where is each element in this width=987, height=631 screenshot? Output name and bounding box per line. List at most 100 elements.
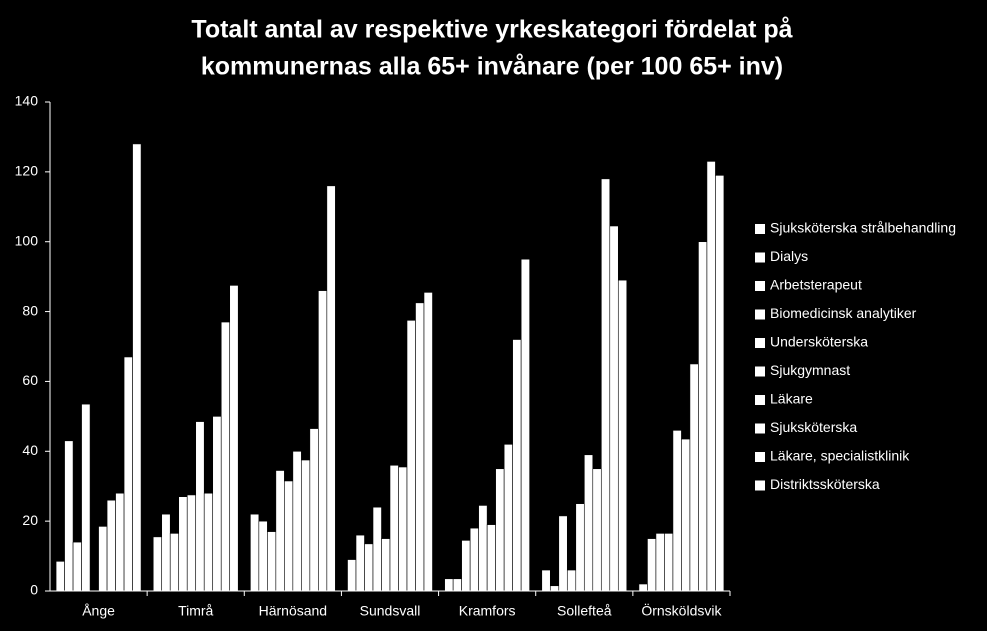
- y-tick-label: 140: [15, 93, 39, 109]
- bar: [81, 403, 91, 592]
- bar: [64, 440, 74, 592]
- legend-label: Läkare, specialistklinik: [770, 448, 910, 464]
- x-tick-label: Härnösand: [259, 603, 328, 619]
- y-tick-label: 0: [30, 582, 38, 598]
- chart-title: kommunernas alla 65+ invånare (per 100 6…: [201, 53, 783, 81]
- bar: [520, 258, 530, 592]
- legend-label: Biomedicinsk analytiker: [770, 305, 917, 321]
- y-tick-label: 120: [15, 163, 39, 179]
- bar: [566, 569, 577, 592]
- bar: [575, 503, 585, 592]
- bar: [169, 533, 180, 592]
- x-tick-label: Sundsvall: [360, 603, 421, 619]
- bar: [250, 513, 260, 592]
- bar: [461, 540, 471, 592]
- y-tick-label: 80: [22, 302, 38, 318]
- bar: [161, 513, 171, 592]
- bar: [98, 526, 108, 592]
- bar: [267, 531, 277, 592]
- legend-label: Sjuksköterska strålbehandling: [770, 220, 956, 236]
- y-tick-label: 100: [15, 232, 39, 248]
- bar: [326, 185, 336, 592]
- bar: [301, 459, 311, 592]
- bar: [229, 285, 239, 592]
- x-tick-label: Ånge: [82, 603, 115, 619]
- legend-label: Sjukgymnast: [770, 362, 850, 378]
- bar: [600, 178, 611, 592]
- bar: [258, 520, 268, 592]
- bar: [549, 585, 560, 592]
- legend-swatch: [755, 309, 765, 320]
- legend-swatch: [755, 395, 765, 405]
- y-tick-label: 60: [22, 372, 38, 388]
- legend-label: Undersköterska: [770, 334, 868, 350]
- bar: [681, 438, 691, 592]
- bar: [617, 279, 628, 592]
- chart-title: Totalt antal av respektive yrkeskategori…: [191, 16, 792, 44]
- legend-label: Distriktssköterska: [770, 476, 880, 492]
- bar: [512, 339, 522, 592]
- bar: [347, 559, 357, 592]
- bar: [406, 320, 416, 592]
- bar: [486, 524, 496, 592]
- legend-label: Sjuksköterska: [770, 419, 857, 435]
- bar: [72, 541, 82, 592]
- bar: [592, 468, 602, 592]
- bar: [452, 578, 462, 592]
- bar: [203, 492, 214, 592]
- bar: [195, 421, 205, 592]
- bar: [423, 292, 433, 592]
- bar: [541, 569, 551, 592]
- bar: [212, 416, 222, 592]
- bar: [106, 499, 116, 592]
- bar: [706, 161, 716, 592]
- bar: [503, 443, 513, 592]
- bar: [495, 468, 505, 592]
- bar: [389, 464, 399, 592]
- x-tick-label: Sollefteå: [557, 603, 612, 619]
- x-tick-label: Kramfors: [459, 603, 516, 619]
- y-tick-label: 40: [22, 442, 38, 458]
- legend-label: Läkare: [770, 391, 813, 407]
- x-tick-label: Timrå: [178, 603, 213, 619]
- bar: [186, 494, 197, 592]
- bar: [372, 506, 382, 592]
- legend-swatch: [755, 281, 765, 291]
- x-tick-label: Örnsköldsvik: [641, 602, 722, 619]
- bar: [123, 356, 133, 592]
- bar: [689, 363, 699, 592]
- bar: [152, 536, 163, 592]
- legend-swatch: [755, 338, 765, 348]
- bar: [398, 466, 408, 592]
- bar: [444, 578, 454, 592]
- y-tick-label: 20: [22, 512, 38, 528]
- bar: [355, 534, 365, 592]
- bar: [698, 241, 708, 592]
- bar: [275, 470, 285, 592]
- bar: [132, 143, 142, 592]
- bar: [583, 454, 594, 592]
- bar: [558, 515, 568, 592]
- legend-swatch: [755, 480, 765, 491]
- bar: [292, 450, 302, 592]
- bar: [220, 321, 231, 592]
- bar: [478, 505, 488, 592]
- bar: [715, 175, 725, 592]
- legend-label: Dialys: [770, 248, 808, 264]
- bar: [664, 533, 674, 592]
- legend-label: Arbetsterapeut: [770, 277, 862, 293]
- bar: [284, 480, 294, 592]
- bar: [609, 225, 619, 592]
- bar: [115, 492, 125, 592]
- legend-swatch: [755, 224, 765, 234]
- bar: [318, 290, 328, 592]
- legend-swatch: [755, 252, 765, 263]
- bar: [647, 538, 657, 592]
- bar: [469, 527, 479, 592]
- bar: [381, 538, 391, 592]
- bar: [309, 428, 319, 592]
- bar: [655, 533, 665, 592]
- bar: [415, 302, 425, 592]
- bar: [672, 430, 682, 592]
